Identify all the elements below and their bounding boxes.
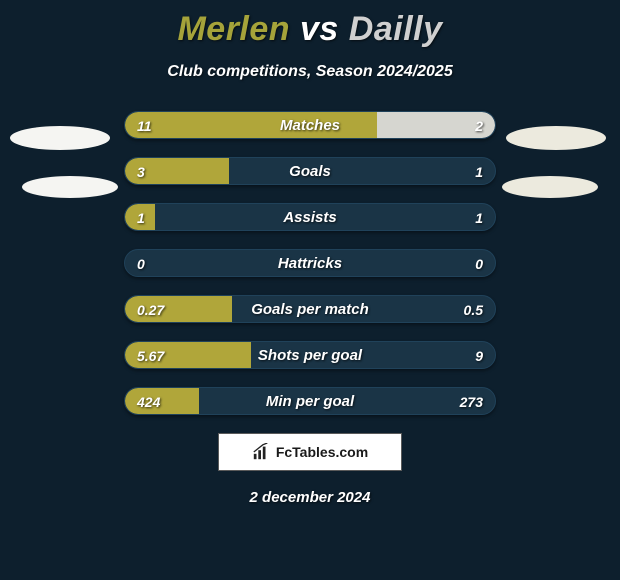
stats-chart: 11Matches23Goals11Assists10Hattricks00.2… — [124, 111, 496, 415]
stat-label: Assists — [125, 204, 495, 230]
player1-club-logo-1 — [10, 126, 110, 150]
stat-label: Shots per goal — [125, 342, 495, 368]
stat-label: Hattricks — [125, 250, 495, 276]
stat-label: Matches — [125, 112, 495, 138]
stat-value-right: 2 — [475, 112, 483, 138]
stat-value-right: 1 — [475, 204, 483, 230]
stat-row: 424Min per goal273 — [124, 387, 496, 415]
stat-value-right: 1 — [475, 158, 483, 184]
subtitle: Club competitions, Season 2024/2025 — [0, 63, 620, 81]
player2-club-logo-2 — [502, 176, 598, 198]
title-player2: Dailly — [349, 10, 443, 48]
footer-date: 2 december 2024 — [0, 489, 620, 506]
stat-value-right: 9 — [475, 342, 483, 368]
stat-label: Min per goal — [125, 388, 495, 414]
footer-site: FcTables.com — [276, 444, 368, 460]
stat-row: 3Goals1 — [124, 157, 496, 185]
page-title: Merlen vs Dailly — [0, 0, 620, 49]
stat-row: 5.67Shots per goal9 — [124, 341, 496, 369]
stat-row: 1Assists1 — [124, 203, 496, 231]
stat-row: 0.27Goals per match0.5 — [124, 295, 496, 323]
stat-value-right: 0.5 — [464, 296, 483, 322]
title-vs: vs — [300, 10, 339, 48]
stat-label: Goals per match — [125, 296, 495, 322]
stat-row: 0Hattricks0 — [124, 249, 496, 277]
title-player1: Merlen — [177, 10, 290, 48]
fctables-icon — [252, 443, 270, 461]
stat-value-right: 273 — [460, 388, 483, 414]
stat-row: 11Matches2 — [124, 111, 496, 139]
footer-badge: FcTables.com — [218, 433, 402, 471]
stat-value-right: 0 — [475, 250, 483, 276]
stat-label: Goals — [125, 158, 495, 184]
player1-club-logo-2 — [22, 176, 118, 198]
player2-club-logo-1 — [506, 126, 606, 150]
